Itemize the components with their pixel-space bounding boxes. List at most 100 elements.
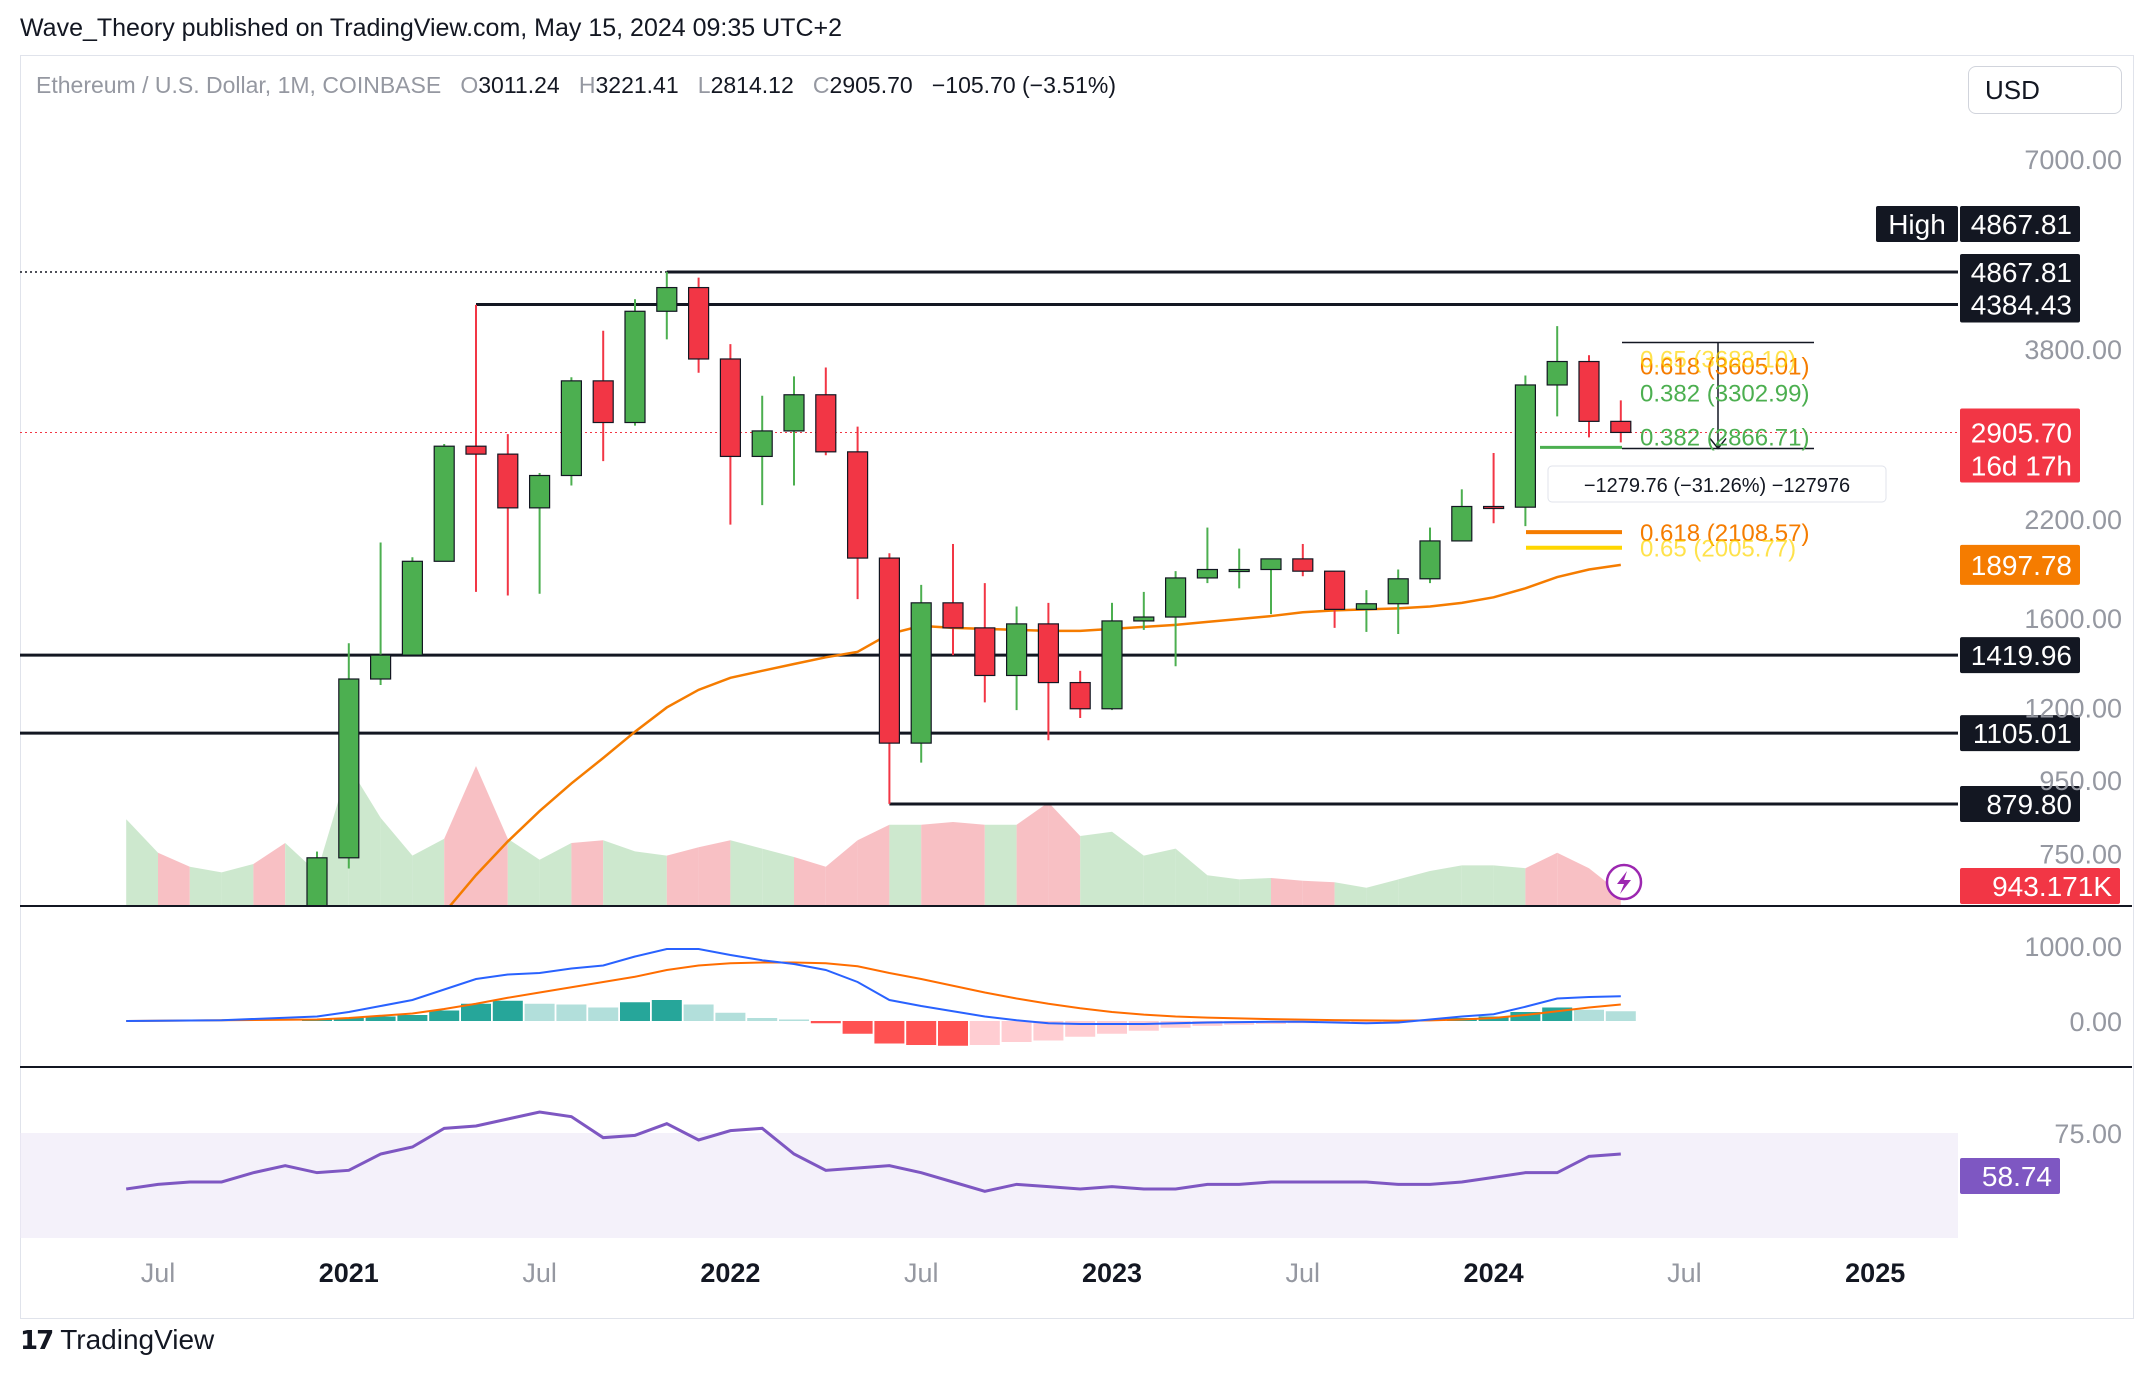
volume-area-segment — [253, 843, 286, 906]
macd-signal-line — [126, 961, 1621, 1022]
macd-histogram-bar — [1097, 1021, 1127, 1034]
candle-up — [528, 474, 551, 509]
volume-area-segment — [1557, 852, 1589, 906]
high-marker-value-box — [1960, 206, 2080, 242]
volume-area-segment — [603, 840, 635, 906]
volume-area-segment — [1239, 878, 1271, 906]
candle-up — [1419, 540, 1441, 580]
time-axis-tick: Jul — [522, 1258, 557, 1288]
macd-axis-tick: 1000.00 — [2024, 932, 2122, 962]
candle-up — [370, 654, 392, 680]
price-level-label: 4867.81 — [1971, 257, 2072, 288]
volume-area-segment — [794, 857, 826, 906]
macd-histogram-bar — [874, 1021, 905, 1044]
volume-area-segment — [762, 848, 794, 906]
volume-area-segment — [1525, 852, 1558, 906]
candle-up — [1451, 505, 1473, 542]
volume-area-segment — [126, 819, 158, 906]
macd-histogram-bar — [779, 1019, 809, 1021]
candle-up — [624, 310, 646, 424]
chart-frame — [20, 55, 2134, 1319]
price-axis-tick: 2200.00 — [2024, 505, 2122, 535]
candle-down — [592, 380, 614, 424]
candle-down — [687, 286, 710, 360]
candle-up — [656, 286, 678, 312]
volume-area-segment — [221, 864, 254, 906]
candle-up — [338, 678, 360, 859]
volume-area-segment — [698, 840, 731, 906]
macd-histogram-bar — [969, 1021, 1000, 1045]
price-level-label: 4384.43 — [1971, 290, 2072, 321]
volume-area-segment — [1143, 848, 1176, 906]
volume-value-label: 943.171K — [1992, 871, 2112, 902]
candle-up — [1546, 360, 1568, 386]
candle-up — [1101, 620, 1123, 710]
candle-up — [751, 430, 773, 458]
price-axis-tick: 1600.00 — [2024, 604, 2122, 634]
fib-annotation: 0.382 (3302.99) — [1640, 381, 1809, 408]
candle-up — [1387, 578, 1409, 605]
volume-area-segment — [984, 824, 1017, 906]
price-axis-tick: 7000.00 — [2024, 145, 2122, 175]
legend-high-label: H — [578, 72, 596, 98]
volume-value-tag — [1960, 868, 2120, 904]
volume-area-segment — [412, 838, 445, 906]
candle-down — [942, 602, 964, 629]
macd-histogram-bar — [429, 1010, 460, 1021]
fib-annotation: 0.65 (2005.77) — [1640, 536, 1796, 563]
volume-area-segment — [380, 817, 413, 906]
macd-line — [126, 948, 1621, 1025]
tradingview-mark-icon: 𝟭𝟳 — [20, 1324, 54, 1355]
macd-histogram-bar — [556, 1004, 587, 1021]
candle-down — [1292, 558, 1314, 572]
fib-annotation: 0.65 (3683.10) — [1640, 347, 1796, 374]
measure-arrowhead — [1709, 437, 1727, 450]
fib-annotation: 0.382 (2866.71) — [1640, 425, 1809, 452]
time-axis-tick: Jul — [904, 1258, 939, 1288]
candle-up — [910, 602, 932, 744]
time-axis-tick: 2025 — [1845, 1258, 1905, 1288]
legend-open-label: O — [460, 72, 479, 98]
candle-down — [1578, 360, 1600, 422]
volume-area-segment — [1398, 871, 1430, 906]
volume-area-segment — [158, 852, 190, 906]
macd-histogram-bar — [747, 1018, 778, 1021]
candle-down — [846, 451, 869, 559]
volume-area-segment — [857, 824, 890, 906]
candle-down — [1610, 420, 1632, 434]
candle-down — [815, 394, 837, 453]
macd-histogram-bar — [1351, 1021, 1382, 1023]
tradingview-logo[interactable]: 𝟭𝟳 TradingView — [20, 1324, 214, 1356]
candle-down — [1323, 570, 1346, 610]
price-level-tag — [1960, 785, 2080, 822]
macd-histogram-bar — [333, 1018, 364, 1021]
price-axis-tick: 750.00 — [2039, 840, 2122, 870]
macd-histogram-bar — [1605, 1011, 1636, 1021]
volume-area-segment — [825, 840, 858, 906]
last-price-tag — [1960, 408, 2080, 483]
volume-area-segment — [730, 840, 763, 906]
currency-selector[interactable]: USD — [1968, 66, 2122, 114]
candle-up — [1355, 603, 1378, 610]
volume-area-segment — [953, 822, 985, 906]
candle-down — [465, 445, 487, 455]
volume-area-segment — [1334, 882, 1367, 906]
volume-area-segment — [1048, 802, 1081, 906]
candle-up — [1164, 577, 1187, 618]
macd-histogram-bar — [1001, 1021, 1032, 1042]
time-axis-tick: 2021 — [319, 1258, 379, 1288]
symbol-legend: Ethereum / U.S. Dollar, 1M, COINBASE O30… — [36, 72, 1116, 99]
volume-area-segment — [1493, 865, 1526, 906]
macd-histogram-bar — [651, 1000, 682, 1021]
macd-histogram-bar — [683, 1004, 714, 1021]
measure-label: −1279.76 (−31.26%) −127976 — [1584, 475, 1850, 497]
volume-area-segment — [476, 766, 508, 906]
legend-low: 2814.12 — [710, 72, 794, 98]
candle-up — [783, 394, 805, 432]
price-level-tag — [1960, 715, 2080, 752]
volume-area-segment — [539, 843, 572, 906]
ma-value-label: 1897.78 — [1971, 550, 2072, 581]
volume-area-segment — [1175, 848, 1208, 906]
volume-area-segment — [444, 766, 476, 906]
